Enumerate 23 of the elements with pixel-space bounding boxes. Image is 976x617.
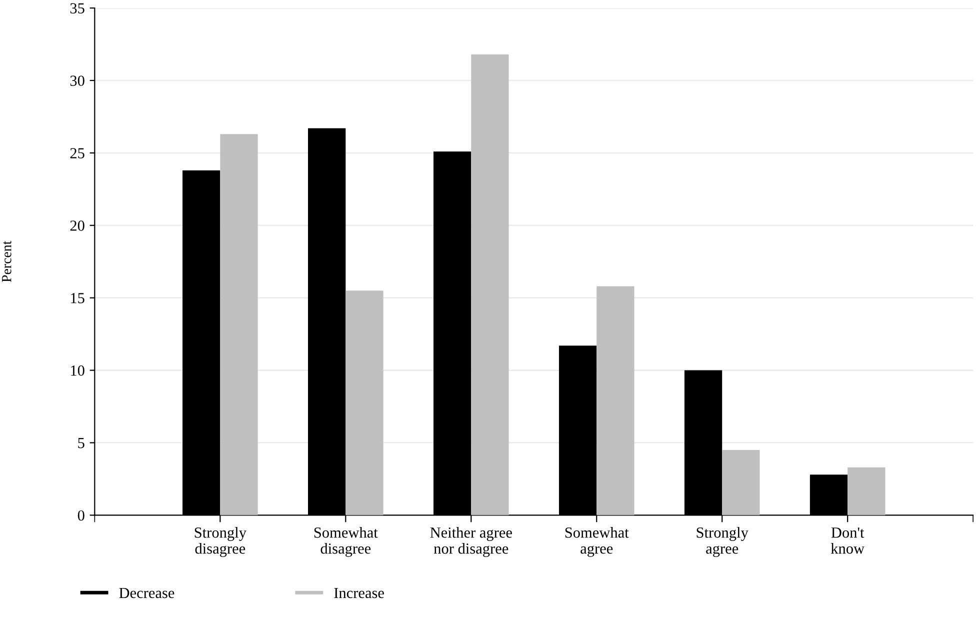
y-tick-label: 15 [71, 293, 84, 304]
y-tick-label: 30 [70, 76, 84, 86]
x-tick-label: Don't know [830, 528, 864, 554]
bar [471, 54, 509, 516]
bar [722, 450, 760, 516]
bar [848, 467, 886, 516]
x-tick-label: Strongly disagree [194, 527, 246, 557]
x-tick-label: Somewhat disagree [314, 527, 378, 557]
bar [346, 290, 384, 516]
bar [220, 134, 258, 516]
y-tick-label: 10 [71, 365, 84, 376]
y-tick-label: 35 [70, 3, 84, 14]
bar [596, 286, 634, 516]
y-axis-title: Percent [2, 240, 12, 282]
y-tick-label: 0 [78, 510, 84, 521]
legend-label: Increase [334, 588, 384, 598]
x-tick-label: Neither agree nor disagree [430, 527, 512, 557]
y-tick-label: 25 [70, 148, 84, 158]
y-tick-label: 20 [70, 220, 84, 231]
legend-label: Decrease [119, 588, 174, 598]
x-tick-label: Strongly agree [696, 527, 748, 557]
x-tick-label: Somewhat agree [565, 527, 629, 557]
y-tick-label: 5 [78, 438, 84, 448]
